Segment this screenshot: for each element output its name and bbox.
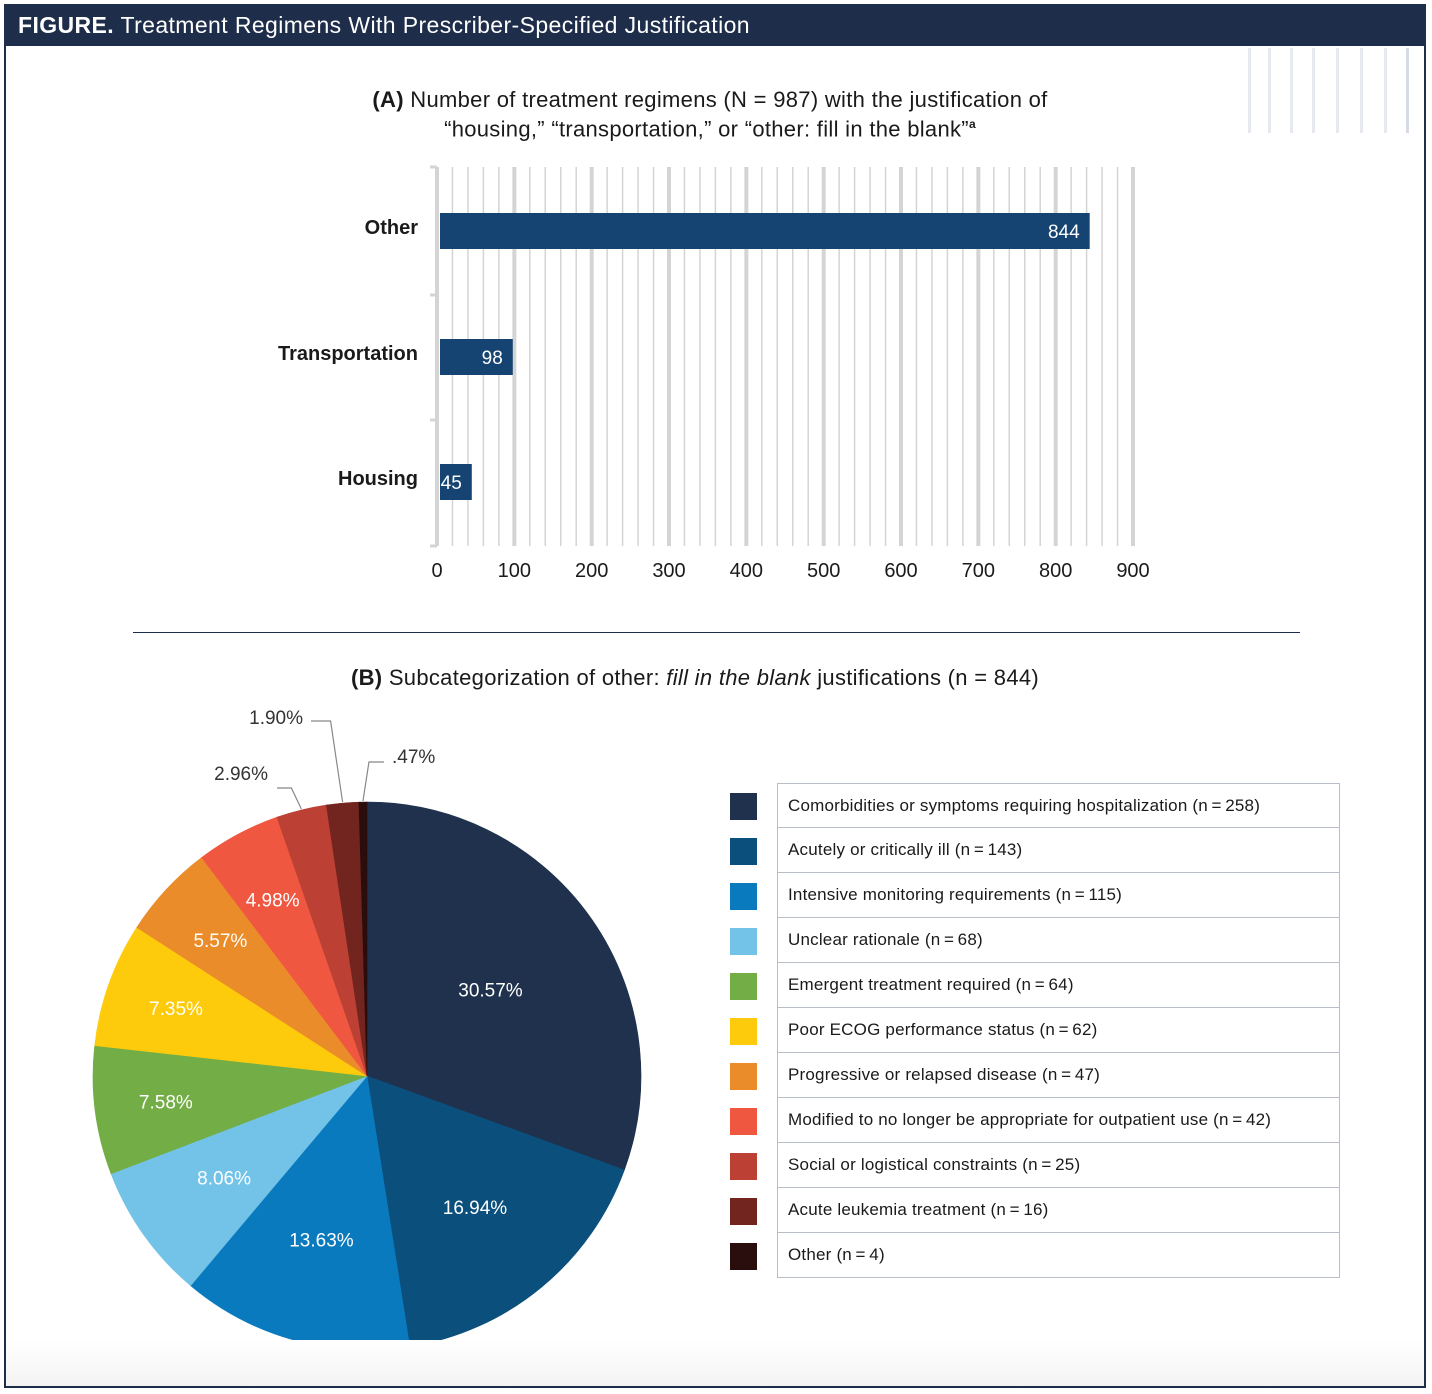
pie-slice-label: 4.98% (246, 891, 300, 912)
panel-a-title-line2: “housing,” “transportation,” or “other: … (444, 116, 969, 142)
legend-swatch (730, 973, 757, 1000)
pie-slice-label: 7.35% (149, 999, 203, 1020)
legend-label: Progressive or relapsed disease (n = 47) (777, 1053, 1340, 1098)
legend-label: Intensive monitoring requirements (n = 1… (777, 873, 1340, 918)
x-tick-label: 600 (884, 560, 917, 582)
pie-chart: 30.57% 16.94% 13.63% 8.06% 7.58% 7.35% 5.57% 4.… (92, 708, 642, 1351)
legend-item: Progressive or relapsed disease (n = 47) (730, 1053, 1342, 1098)
legend-swatch (730, 1243, 757, 1270)
pie-slice (94, 927, 368, 1077)
pie-slice-label: 7.58% (139, 1093, 193, 1114)
legend-label: Modified to no longer be appropriate for… (777, 1098, 1340, 1143)
pie-slice-label: 8.06% (197, 1169, 251, 1190)
pie-slice-label: 13.63% (289, 1231, 354, 1252)
leader-line (362, 761, 384, 802)
figure-banner: FIGURE. Treatment Regimens With Prescrib… (4, 4, 1426, 46)
legend-label: Other (n = 4) (777, 1233, 1340, 1278)
pie-slice-label: 2.96% (214, 764, 268, 785)
decorative-stripe (1406, 48, 1409, 133)
x-tick-label: 800 (1039, 560, 1072, 582)
x-tick-label: 200 (575, 560, 608, 582)
x-tick-label: 500 (807, 560, 840, 582)
x-tick-label: 400 (730, 560, 763, 582)
legend-item: Unclear rationale (n = 68) (730, 918, 1342, 963)
pie-slice-label: 30.57% (458, 981, 523, 1002)
panel-a-footnote-mark: a (968, 117, 976, 131)
panel-a-title-line1: Number of treatment regimens (N = 987) w… (410, 87, 1048, 112)
legend-label: Comorbidities or symptoms requiring hosp… (777, 783, 1340, 828)
x-tick-label: 100 (498, 560, 531, 582)
figure-title: Treatment Regimens With Prescriber-Speci… (120, 12, 750, 38)
decorative-stripe (1336, 48, 1339, 133)
legend-label: Poor ECOG performance status (n = 62) (777, 1008, 1340, 1053)
category-label: Other (365, 217, 419, 239)
category-label: Housing (338, 468, 418, 490)
decorative-stripe (1268, 48, 1271, 133)
legend-item: Acutely or critically ill (n = 143) (730, 828, 1342, 873)
legend-label: Social or logistical constraints (n = 25… (777, 1143, 1340, 1188)
x-tick-label: 300 (652, 560, 685, 582)
pie-slice (92, 1045, 368, 1175)
decorative-stripe (1290, 48, 1293, 133)
figure-label: FIGURE. (18, 12, 115, 38)
pie-slice-label: 16.94% (443, 1198, 508, 1219)
legend-item: Modified to no longer be appropriate for… (730, 1098, 1342, 1143)
panel-b-title: (B) Subcategorization of other: fill in … (180, 665, 1210, 691)
legend-label: Emergent treatment required (n = 64) (777, 963, 1340, 1008)
panel-b-title-em: fill in the blank (666, 665, 811, 690)
decorative-stripe (1248, 48, 1251, 133)
decorative-stripe (1312, 48, 1315, 133)
bar-value-label: 844 (1048, 222, 1080, 243)
legend-item: Poor ECOG performance status (n = 62) (730, 1008, 1342, 1053)
legend-item: Social or logistical constraints (n = 25… (730, 1143, 1342, 1188)
legend-swatch (730, 1018, 757, 1045)
panel-a-title: (A) Number of treatment regimens (N = 98… (250, 87, 1170, 141)
legend-item: Acute leukemia treatment (n = 16) (730, 1188, 1342, 1233)
bar (440, 213, 1090, 249)
legend-swatch (730, 1108, 757, 1135)
x-tick-label: 0 (431, 560, 442, 582)
leader-line (277, 787, 302, 810)
legend-label: Acute leukemia treatment (n = 16) (777, 1188, 1340, 1233)
x-tick-label: 900 (1116, 560, 1149, 582)
panel-b-tag: (B) (350, 665, 383, 690)
legend-item: Emergent treatment required (n = 64) (730, 963, 1342, 1008)
legend-swatch (730, 883, 757, 910)
pie-slice (110, 1075, 368, 1287)
legend-swatch (730, 1063, 757, 1090)
bottom-fade (6, 1340, 1424, 1386)
x-tick-label: 700 (962, 560, 995, 582)
legend-swatch (730, 1198, 757, 1225)
decorative-stripe (1384, 48, 1387, 133)
bar (440, 464, 472, 500)
decorative-stripe (1360, 48, 1363, 133)
legend-label: Acutely or critically ill (n = 143) (777, 828, 1340, 873)
legend-swatch (730, 928, 757, 955)
pie-slice-label: 1.90% (249, 708, 303, 729)
leader-line (311, 720, 344, 803)
bar-value-label: 98 (482, 348, 503, 369)
bar-value-label: 45 (441, 473, 462, 494)
pie-slice (358, 801, 368, 1077)
pie-slice-label: .47% (392, 747, 435, 768)
pie-legend: Comorbidities or symptoms requiring hosp… (730, 783, 1342, 1278)
legend-item: Other (n = 4) (730, 1233, 1342, 1278)
pie-slice (366, 801, 642, 1171)
legend-swatch (730, 838, 757, 865)
panel-a-tag: (A) (372, 87, 404, 112)
legend-swatch (730, 793, 757, 820)
legend-item: Intensive monitoring requirements (n = 1… (730, 873, 1342, 918)
bar-chart: 0 100 200 300 400 500 600 700 800 900 844 Other 98 Tr… (278, 165, 1150, 582)
panel-b-title-post: justifications (n = 844) (810, 665, 1040, 690)
legend-label: Unclear rationale (n = 68) (777, 918, 1340, 963)
bar (440, 339, 513, 375)
category-label: Transportation (278, 343, 418, 365)
panel-b-title-pre: Subcategorization of other: (388, 665, 667, 690)
pie-slice-label: 5.57% (193, 931, 247, 952)
legend-item: Comorbidities or symptoms requiring hosp… (730, 783, 1342, 828)
legend-swatch (730, 1153, 757, 1180)
panel-divider (133, 632, 1300, 633)
